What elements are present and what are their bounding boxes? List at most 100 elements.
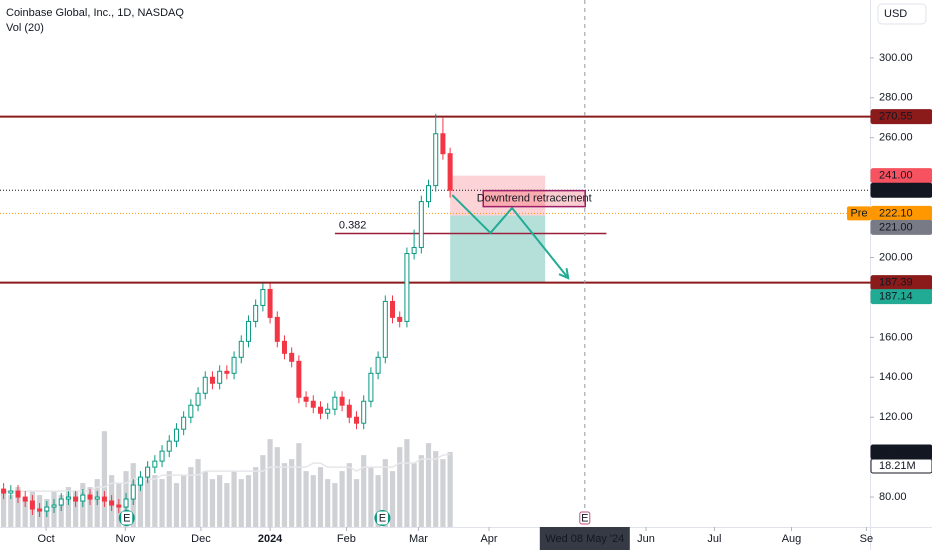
x-tick-label: Dec bbox=[191, 533, 211, 545]
axis-tag-label: 221.00 bbox=[879, 221, 913, 233]
candle-body bbox=[159, 450, 165, 462]
x-tick-label: Jun bbox=[637, 533, 655, 545]
candle-body bbox=[447, 153, 453, 191]
candle-body bbox=[440, 133, 446, 155]
candle-body bbox=[137, 476, 143, 486]
candle-body bbox=[260, 288, 266, 306]
candle-body bbox=[325, 408, 331, 414]
x-tick-label: Jul bbox=[707, 533, 721, 545]
volume-bar bbox=[353, 479, 360, 527]
candle-body bbox=[65, 496, 71, 500]
volume-bar bbox=[447, 451, 453, 527]
candle-body bbox=[101, 496, 107, 502]
candle-body bbox=[418, 201, 424, 249]
axis-tag-label: 18.21M bbox=[879, 460, 916, 472]
x-tick-label: Mar bbox=[409, 533, 428, 545]
y-tick-label: 200.00 bbox=[879, 251, 913, 263]
axis-tag bbox=[870, 109, 932, 125]
candle-body bbox=[195, 392, 201, 406]
volume-bar bbox=[152, 475, 158, 527]
prefix-tag bbox=[847, 206, 871, 221]
x-tick-label: Aug bbox=[782, 533, 802, 545]
volume-bar bbox=[289, 459, 295, 527]
crosshair-date: Wed 08 May '24 bbox=[545, 533, 624, 545]
earnings-box bbox=[376, 511, 388, 525]
candle-body bbox=[51, 504, 57, 508]
axis-tag bbox=[870, 458, 932, 474]
volume-bar bbox=[389, 471, 396, 527]
candle-body bbox=[44, 506, 50, 512]
volume-bar bbox=[173, 483, 180, 527]
volume-bar bbox=[137, 479, 144, 527]
volume-bar bbox=[425, 443, 432, 527]
volume-bar bbox=[101, 431, 108, 527]
candle-body bbox=[317, 406, 323, 414]
candle-body bbox=[209, 376, 215, 384]
volume-bar bbox=[361, 455, 367, 527]
earnings-label: E bbox=[581, 512, 588, 524]
volume-bar bbox=[15, 487, 21, 527]
candle-body bbox=[368, 372, 374, 402]
crosshair-tag bbox=[539, 527, 630, 550]
volume-bar bbox=[397, 447, 403, 527]
axis-tag-label: 18.789M bbox=[879, 446, 922, 458]
candle-body bbox=[1, 488, 7, 494]
volume-bar bbox=[418, 455, 424, 527]
volume-bar bbox=[188, 467, 194, 527]
volume-bar bbox=[317, 467, 324, 527]
candle-body bbox=[433, 133, 439, 187]
candle-body bbox=[166, 440, 172, 452]
y-tick-label: 120.00 bbox=[879, 411, 913, 423]
volume-bar bbox=[1, 491, 7, 527]
candle-body bbox=[87, 494, 93, 500]
candle-body bbox=[238, 340, 244, 358]
candle-body bbox=[22, 496, 28, 502]
chart-title: Coinbase Global, Inc., 1D, NASDAQ bbox=[6, 7, 184, 19]
volume-bar bbox=[253, 467, 259, 527]
axis-tag-label: 270.55 bbox=[879, 111, 913, 123]
candle-body bbox=[245, 320, 251, 342]
candle-body bbox=[404, 253, 410, 322]
volume-bar bbox=[375, 475, 381, 527]
currency-button[interactable] bbox=[877, 3, 927, 25]
projection-path bbox=[451, 194, 570, 279]
fib-label: 0.382 bbox=[339, 219, 367, 231]
candle-body bbox=[375, 356, 381, 374]
earnings-marker: E bbox=[118, 510, 135, 526]
earnings-label: E bbox=[379, 512, 386, 524]
candle-body bbox=[289, 352, 295, 362]
candle-body bbox=[94, 496, 100, 500]
target-zone bbox=[450, 215, 546, 284]
volume-bar bbox=[231, 471, 237, 527]
y-tick-label: 80.00 bbox=[879, 491, 907, 503]
candle-body bbox=[310, 400, 316, 408]
volume-bar bbox=[310, 475, 316, 527]
candle-body bbox=[426, 185, 432, 203]
candle-body bbox=[217, 370, 223, 384]
candle-body bbox=[173, 428, 179, 442]
prefix-label: Pre bbox=[850, 207, 867, 219]
earnings-marker: E bbox=[374, 510, 391, 526]
volume-bar bbox=[245, 475, 252, 527]
volume-bar bbox=[73, 491, 79, 527]
volume-bar bbox=[65, 487, 72, 527]
arrow-head bbox=[558, 268, 570, 280]
axis-tag bbox=[870, 219, 932, 235]
volume-bar bbox=[202, 471, 208, 527]
volume-bar bbox=[238, 479, 244, 527]
candle-body bbox=[411, 247, 417, 255]
volume-bar bbox=[339, 471, 345, 527]
earnings-label: E bbox=[123, 512, 130, 524]
candle-body bbox=[332, 396, 338, 410]
candle-body bbox=[73, 496, 79, 502]
axis-tag-label: 222.10 bbox=[879, 207, 913, 219]
candle-body bbox=[181, 416, 187, 430]
y-tick-label: 280.00 bbox=[879, 92, 913, 104]
candle-body bbox=[397, 316, 403, 322]
candle-body bbox=[281, 340, 287, 354]
volume-bar bbox=[260, 455, 266, 527]
volume-bar bbox=[181, 475, 187, 527]
volume-bar bbox=[8, 495, 14, 527]
volume-bar bbox=[325, 479, 331, 527]
axis-tag-label: 233.67 bbox=[879, 184, 913, 196]
